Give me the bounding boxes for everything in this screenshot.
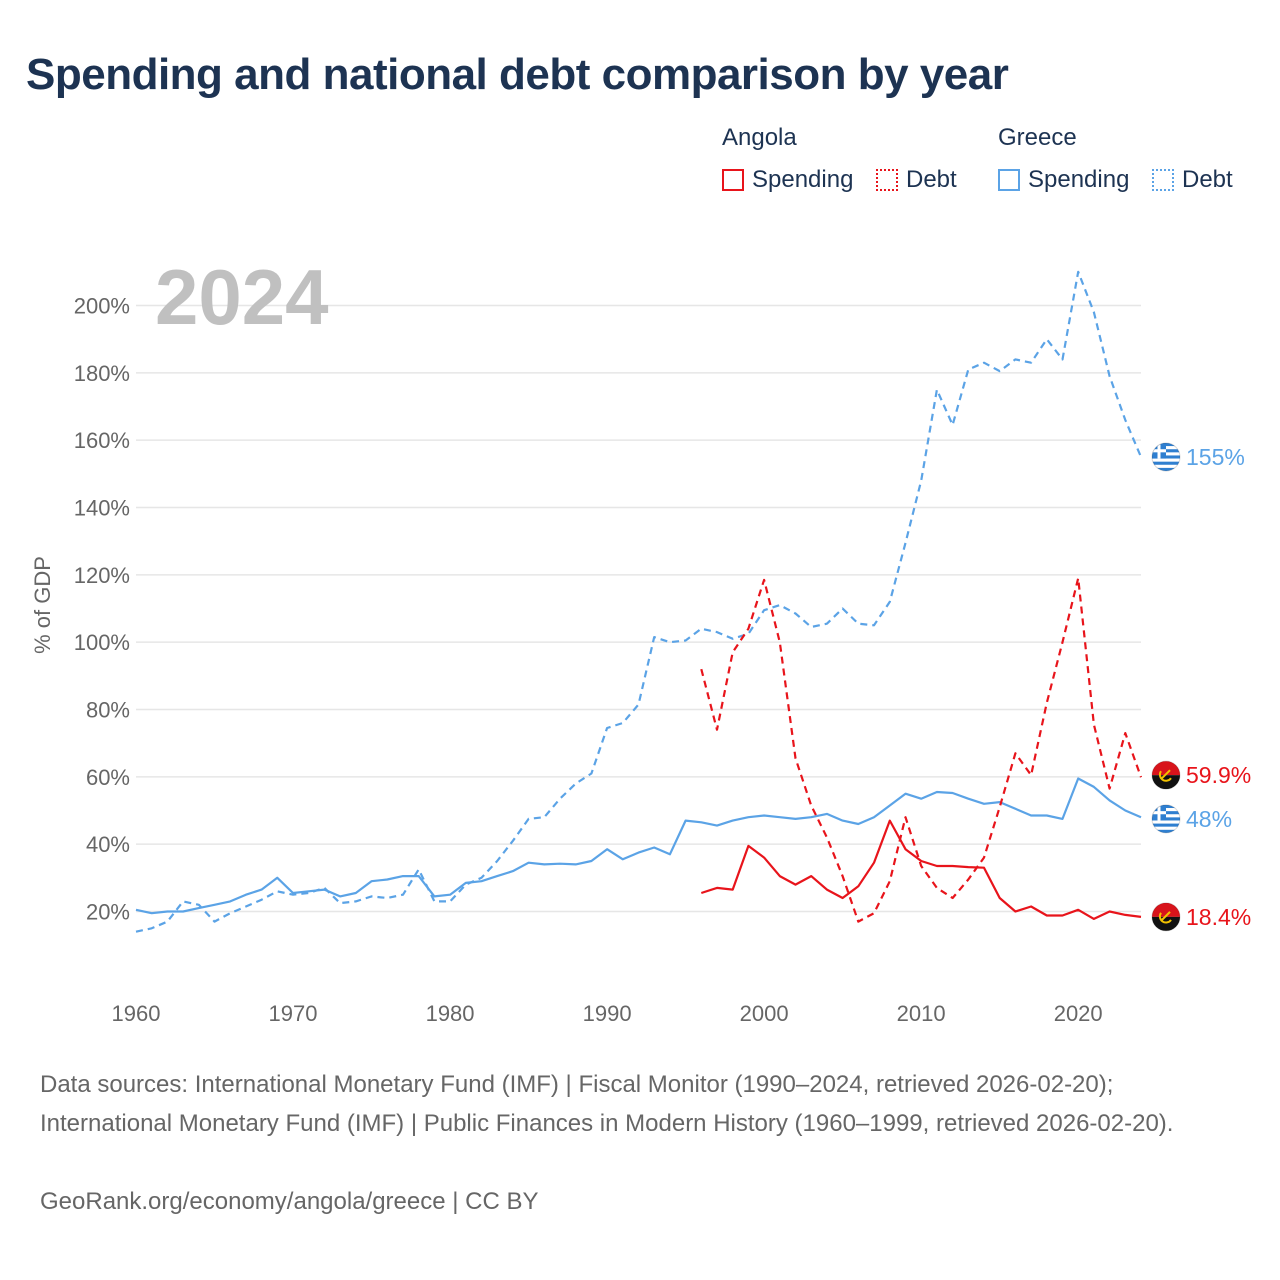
y-tick-label: 40% [86, 832, 130, 857]
x-tick-label: 1960 [112, 1001, 161, 1026]
series-line-angola-spending[interactable] [700, 819, 1142, 921]
y-tick-label: 160% [74, 428, 130, 453]
x-tick-label: 2010 [897, 1001, 946, 1026]
end-label-greece-spending: 48% [1186, 806, 1232, 832]
y-tick-label: 100% [74, 630, 130, 655]
y-tick-label: 200% [74, 294, 130, 319]
x-tick-label: 1980 [426, 1001, 475, 1026]
legend-group-angola: Angola [722, 124, 797, 151]
series-line-greece-spending[interactable] [135, 777, 1142, 915]
y-tick-label: 180% [74, 361, 130, 386]
x-tick-label: 2000 [740, 1001, 789, 1026]
x-tick-label: 2020 [1054, 1001, 1103, 1026]
legend-item-greece-spending[interactable]: Spending [998, 166, 1129, 194]
legend-label: Spending [1028, 166, 1130, 193]
legend-label: Debt [1182, 166, 1233, 193]
y-tick-label: 60% [86, 765, 130, 790]
y-tick-label: 140% [74, 496, 130, 521]
y-axis-label: % of GDP [30, 556, 55, 654]
end-label-greece-debt: 155% [1186, 444, 1245, 470]
line-chart: 20% 40% 60% 80% 100% 120% 140% 160% 180% 200% 1960… [30, 253, 1251, 1026]
series-line-angola-debt[interactable] [700, 577, 1143, 923]
series-line-greece-debt[interactable] [135, 270, 1143, 933]
end-label-angola-spending: 18.4% [1186, 904, 1251, 930]
legend-swatch-dotted-icon [1152, 169, 1174, 191]
angola-flag-icon [1151, 902, 1181, 932]
legend-item-greece-debt[interactable]: Debt [1152, 166, 1233, 194]
legend-group-greece: Greece [998, 124, 1077, 151]
angola-flag-icon [1151, 760, 1181, 790]
legend-item-angola-spending[interactable]: Spending [722, 166, 853, 194]
y-tick-label: 120% [74, 563, 130, 588]
greece-flag-icon [1151, 442, 1181, 472]
chart-title: Spending and national debt comparison by… [26, 50, 1009, 99]
x-tick-label: 1990 [583, 1001, 632, 1026]
year-watermark: 2024 [155, 253, 329, 341]
x-tick-label: 1970 [269, 1001, 318, 1026]
legend-swatch-solid-icon [998, 169, 1020, 191]
legend-item-angola-debt[interactable]: Debt [876, 166, 957, 194]
greece-flag-icon [1151, 804, 1181, 834]
data-sources: Data sources: International Monetary Fun… [40, 1071, 1174, 1137]
credit-link[interactable]: GeoRank.org/economy/angola/greece | CC B… [40, 1188, 539, 1215]
end-label-angola-debt: 59.9% [1186, 762, 1251, 788]
legend-label: Debt [906, 166, 957, 193]
y-tick-label: 20% [86, 900, 130, 925]
legend-label: Spending [752, 166, 854, 193]
legend-swatch-solid-icon [722, 169, 744, 191]
legend-swatch-dotted-icon [876, 169, 898, 191]
y-tick-label: 80% [86, 698, 130, 723]
